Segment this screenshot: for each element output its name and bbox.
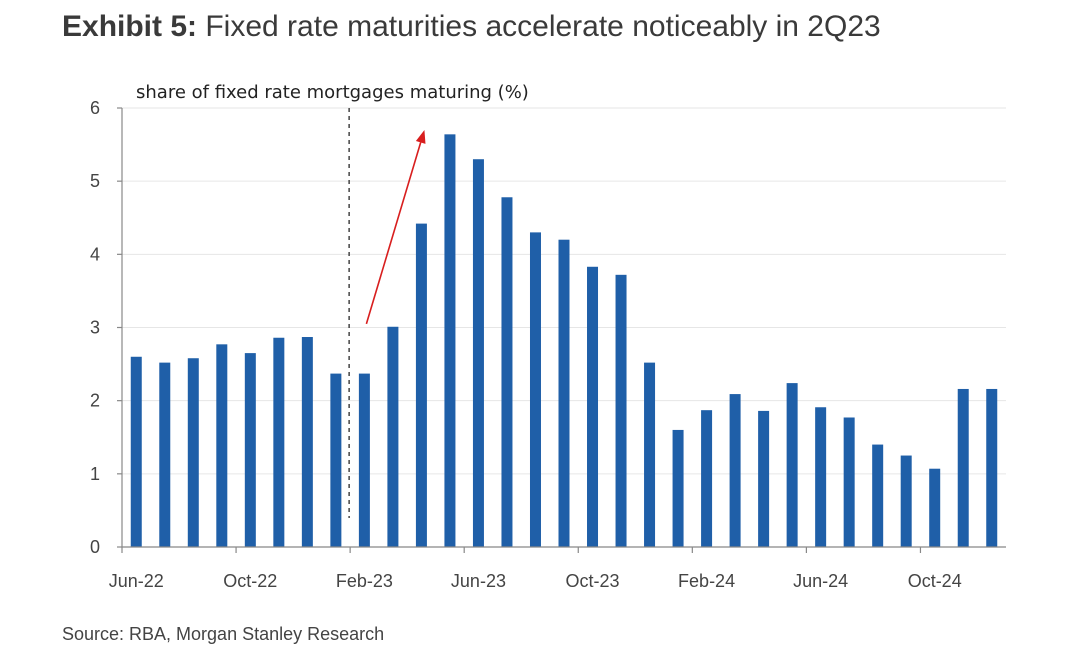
x-tick-labels: Jun-22 Oct-22 Feb-23 Jun-23 Oct-23 Feb-24 Jun-… — [109, 571, 962, 591]
bar-Jul-24 — [843, 417, 855, 547]
y-tick-3: 3 — [90, 318, 100, 338]
bar-Aug-22 — [187, 358, 199, 547]
x-tick-Jun-24: Jun-24 — [793, 571, 848, 591]
annotation-arrow-shaft — [365, 142, 422, 325]
y-tick-1: 1 — [90, 464, 100, 484]
bar-Nov-22 — [273, 337, 285, 547]
y-tick-5: 5 — [90, 171, 100, 191]
bar-Oct-23 — [587, 266, 599, 547]
bar-Nov-23 — [615, 274, 627, 547]
source-note: Source: RBA, Morgan Stanley Research — [62, 624, 385, 644]
x-tick-Oct-23: Oct-23 — [566, 571, 620, 591]
chart-title-lead: Exhibit 5: — [62, 10, 198, 43]
bar-Dec-24 — [986, 388, 998, 547]
x-tick-Feb-24: Feb-24 — [678, 571, 735, 591]
bar-Oct-22 — [244, 353, 256, 547]
bar-Dec-22 — [301, 337, 313, 547]
annotations — [348, 108, 426, 518]
bar-Sep-24 — [900, 455, 912, 547]
x-tick-Jun-22: Jun-22 — [109, 571, 164, 591]
bar-Aug-24 — [872, 444, 884, 547]
y-axis-label: share of fixed rate mortgages maturing (… — [136, 82, 529, 103]
bar-Jun-23 — [472, 159, 484, 547]
bar-Nov-24 — [957, 388, 969, 547]
bar-Oct-24 — [929, 468, 941, 547]
bar-Jun-24 — [815, 407, 827, 547]
bars — [130, 134, 998, 547]
y-tick-4: 4 — [90, 244, 100, 264]
bar-Apr-23 — [415, 223, 427, 547]
bar-May-24 — [786, 383, 798, 547]
y-tick-0: 0 — [90, 537, 100, 557]
bar-Jul-22 — [159, 362, 171, 547]
x-tick-Feb-23: Feb-23 — [336, 571, 393, 591]
bar-Mar-24 — [729, 394, 741, 547]
bar-Sep-22 — [216, 344, 228, 547]
bar-Mar-23 — [387, 326, 399, 547]
y-tick-6: 6 — [90, 98, 100, 118]
bar-Feb-24 — [701, 410, 713, 547]
chart-title-text: Fixed rate maturities accelerate noticea… — [205, 10, 881, 43]
bar-May-23 — [444, 134, 456, 547]
bar-Jan-23 — [330, 373, 342, 547]
chart-title: Exhibit 5: Fixed rate maturities acceler… — [62, 10, 881, 44]
x-tick-Oct-22: Oct-22 — [223, 571, 277, 591]
bar-Jul-23 — [501, 197, 513, 547]
x-tick-Jun-23: Jun-23 — [451, 571, 506, 591]
bar-Jan-24 — [672, 429, 684, 547]
bar-chart: share of fixed rate mortgages maturing (… — [90, 82, 1006, 591]
bar-Feb-23 — [358, 373, 370, 547]
bar-Dec-23 — [644, 362, 656, 547]
bar-Aug-23 — [529, 232, 541, 547]
bar-Apr-24 — [758, 410, 770, 547]
axes — [117, 107, 1006, 553]
bar-Sep-23 — [558, 239, 570, 547]
y-tick-labels: 0 1 2 3 4 5 6 — [90, 98, 100, 557]
annotation-arrow-head — [415, 129, 426, 144]
bar-Jun-22 — [130, 356, 142, 547]
y-tick-2: 2 — [90, 391, 100, 411]
x-tick-Oct-24: Oct-24 — [908, 571, 962, 591]
